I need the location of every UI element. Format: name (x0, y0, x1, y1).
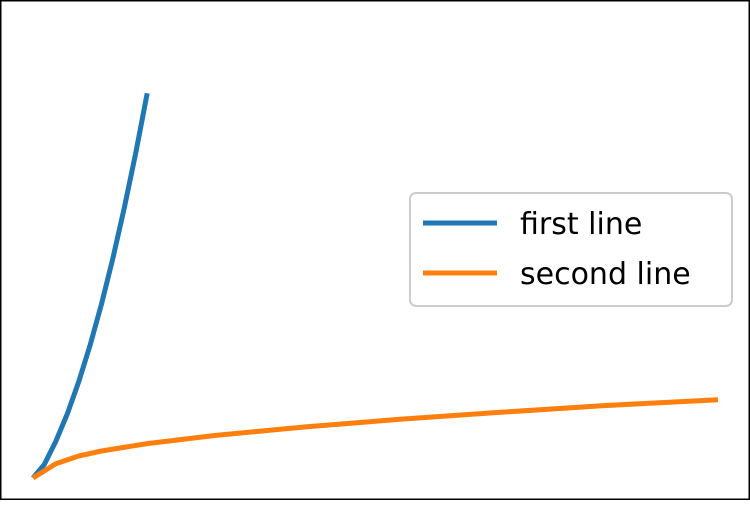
series-line-second-line (31, 397, 719, 481)
legend: first line second line (409, 192, 733, 307)
legend-label-first-line: first line (520, 207, 642, 242)
series-layer (31, 92, 719, 481)
series-line-first-line (31, 92, 150, 480)
legend-label-second-line: second line (520, 257, 691, 292)
